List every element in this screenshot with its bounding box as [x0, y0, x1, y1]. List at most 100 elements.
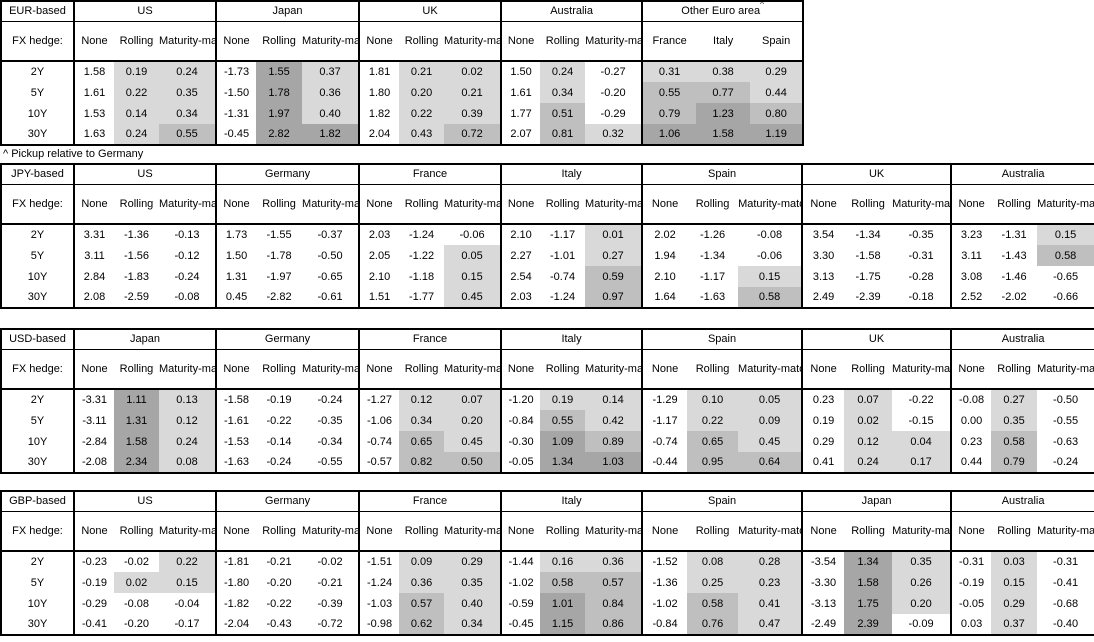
table-eur-based: EUR-based US Japan UK Australia Other Euro ar… — [0, 0, 805, 146]
tenor-label: 5Y — [30, 414, 45, 427]
value-cell: 0.29 — [750, 61, 804, 82]
tenor-label: 5Y — [30, 249, 45, 262]
value-cell: -1.80 — [215, 572, 257, 593]
value-cell: -0.19 — [266, 394, 292, 406]
value-cell: 0.43 — [399, 124, 445, 145]
tenor-label: 30Y — [27, 618, 48, 630]
value-cell: -1.51 — [358, 551, 400, 572]
value-cell: 1.61 — [73, 82, 114, 103]
country-header: UK — [801, 164, 952, 185]
value-cell: 0.34 — [159, 103, 217, 124]
country-header: UK — [358, 1, 502, 22]
value-cell: -0.29 — [73, 593, 114, 614]
value-cell: 0.89 — [585, 431, 643, 452]
col-header: Rolling — [687, 511, 739, 552]
value-cell: -0.43 — [266, 618, 292, 630]
value-cell: 0.08 — [687, 551, 739, 572]
country-header: US — [72, 1, 217, 22]
value-cell: -0.05 — [500, 452, 541, 473]
table-usd-based: USD-based Japan Germany France Italy Spain UK A… — [0, 328, 1094, 474]
value-cell: 2.10 — [641, 266, 688, 287]
country-header: Australia — [950, 164, 1094, 185]
value-cell: 1.82 — [302, 124, 360, 145]
value-cell: 0.00 — [950, 410, 992, 431]
base-label: GBP-based — [1, 491, 74, 512]
value-cell: -1.73 — [215, 61, 257, 82]
value-cell: 0.37 — [302, 61, 360, 82]
value-cell: -1.03 — [358, 593, 400, 614]
value-cell: 0.05 — [444, 245, 502, 266]
value-cell: -2.84 — [73, 431, 114, 452]
value-cell: 0.13 — [159, 389, 217, 410]
value-cell: -1.20 — [500, 389, 541, 410]
value-cell: 1.75 — [844, 593, 893, 614]
value-cell: -0.63 — [1053, 435, 1079, 448]
col-header: Maturity-matched — [302, 21, 360, 62]
col-header: Rolling — [114, 184, 159, 225]
value-cell: 1.61 — [500, 82, 541, 103]
col-header: France — [641, 21, 697, 62]
value-cell: 1.63 — [73, 124, 114, 145]
value-cell: -0.74 — [550, 270, 576, 283]
value-cell: 1.51 — [358, 287, 400, 308]
col-header: Rolling — [540, 511, 586, 552]
value-cell: -0.45 — [500, 614, 541, 635]
value-cell: -1.63 — [215, 452, 257, 473]
value-cell: 0.45 — [215, 287, 257, 308]
country-header: France — [358, 491, 502, 512]
value-cell: 0.82 — [399, 452, 445, 473]
country-header: Germany — [215, 491, 360, 512]
value-cell: 0.20 — [399, 82, 445, 103]
value-cell: 0.45 — [444, 287, 502, 308]
value-cell: 0.23 — [738, 572, 803, 593]
value-cell: 0.65 — [399, 431, 445, 452]
value-cell: 1.80 — [358, 82, 400, 103]
value-cell: -1.31 — [1001, 229, 1027, 241]
value-cell: -1.17 — [550, 229, 576, 241]
value-cell: 0.65 — [687, 431, 739, 452]
table-jpy-based: JPY-based US Germany France Italy Spain UK Aust… — [0, 163, 1094, 309]
value-cell: -1.02 — [500, 572, 541, 593]
value-cell: -0.13 — [174, 229, 200, 241]
value-cell: -0.22 — [266, 414, 292, 427]
col-header: Maturity-matched — [585, 184, 643, 225]
value-cell: -0.21 — [317, 576, 343, 589]
value-cell: 0.59 — [585, 266, 643, 287]
value-cell: -0.08 — [123, 597, 150, 610]
value-cell: 1.34 — [844, 551, 893, 572]
value-cell: -1.63 — [700, 291, 726, 303]
value-cell: -0.74 — [641, 431, 688, 452]
col-header: None — [801, 511, 845, 552]
value-cell: -1.22 — [408, 249, 435, 262]
value-cell: -1.52 — [641, 551, 688, 572]
col-header: Rolling — [114, 511, 159, 552]
value-cell: -2.49 — [801, 614, 845, 635]
value-cell: -0.20 — [123, 618, 150, 630]
value-cell: -1.06 — [358, 410, 400, 431]
value-cell: 0.07 — [844, 389, 893, 410]
tenor-label: 10Y — [27, 435, 48, 448]
value-cell: -0.98 — [358, 614, 400, 635]
value-cell: -1.29 — [641, 389, 688, 410]
value-cell: 0.03 — [991, 551, 1038, 572]
col-header: Rolling — [399, 349, 445, 390]
value-cell: -0.20 — [266, 576, 292, 589]
value-cell: -0.72 — [317, 618, 343, 630]
value-cell: 0.02 — [844, 410, 893, 431]
value-cell: 0.24 — [540, 61, 586, 82]
value-cell: -1.61 — [215, 410, 257, 431]
base-label: USD-based — [1, 329, 74, 350]
value-cell: 0.14 — [585, 389, 643, 410]
value-cell: 0.81 — [540, 124, 586, 145]
col-header: Maturity-matched — [892, 511, 952, 552]
value-cell: -0.74 — [358, 431, 400, 452]
col-header: Rolling — [399, 511, 445, 552]
tenor-label: 2Y — [30, 556, 45, 568]
value-cell: 0.12 — [844, 431, 893, 452]
country-header: Italy — [500, 329, 643, 350]
country-header: Italy — [500, 164, 643, 185]
fx-hedge-label: FX hedge: — [1, 511, 74, 552]
value-cell: 1.94 — [641, 245, 688, 266]
value-cell: 2.49 — [801, 287, 845, 308]
